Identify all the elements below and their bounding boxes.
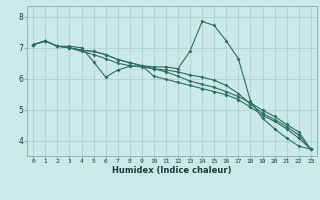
X-axis label: Humidex (Indice chaleur): Humidex (Indice chaleur) bbox=[112, 166, 232, 175]
